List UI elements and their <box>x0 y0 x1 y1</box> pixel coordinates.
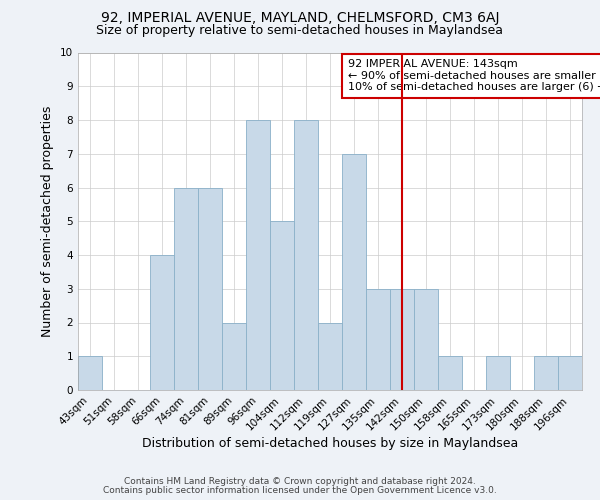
Bar <box>294 120 318 390</box>
Bar <box>342 154 366 390</box>
Bar <box>366 289 390 390</box>
Bar <box>246 120 270 390</box>
Text: Contains HM Land Registry data © Crown copyright and database right 2024.: Contains HM Land Registry data © Crown c… <box>124 477 476 486</box>
Y-axis label: Number of semi-detached properties: Number of semi-detached properties <box>41 106 55 337</box>
X-axis label: Distribution of semi-detached houses by size in Maylandsea: Distribution of semi-detached houses by … <box>142 438 518 450</box>
Bar <box>198 188 222 390</box>
Text: Contains public sector information licensed under the Open Government Licence v3: Contains public sector information licen… <box>103 486 497 495</box>
Text: 92 IMPERIAL AVENUE: 143sqm
← 90% of semi-detached houses are smaller (55)
10% of: 92 IMPERIAL AVENUE: 143sqm ← 90% of semi… <box>347 59 600 92</box>
Bar <box>174 188 198 390</box>
Text: 92, IMPERIAL AVENUE, MAYLAND, CHELMSFORD, CM3 6AJ: 92, IMPERIAL AVENUE, MAYLAND, CHELMSFORD… <box>101 11 499 25</box>
Bar <box>558 356 582 390</box>
Bar <box>78 356 102 390</box>
Bar <box>270 221 294 390</box>
Bar <box>534 356 558 390</box>
Bar <box>438 356 462 390</box>
Bar <box>390 289 414 390</box>
Text: Size of property relative to semi-detached houses in Maylandsea: Size of property relative to semi-detach… <box>97 24 503 37</box>
Bar <box>414 289 438 390</box>
Bar <box>150 255 174 390</box>
Bar <box>486 356 510 390</box>
Bar <box>222 322 246 390</box>
Bar <box>318 322 342 390</box>
